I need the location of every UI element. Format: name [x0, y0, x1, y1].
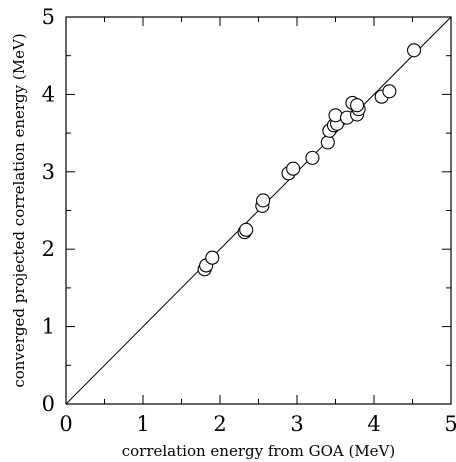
y-tick-label: 0	[42, 392, 55, 416]
data-point	[239, 222, 254, 237]
x-tick-label: 3	[290, 412, 303, 436]
y-axis-label: converged projected correlation energy (…	[10, 33, 28, 387]
plot-frame	[65, 16, 452, 405]
data-point	[205, 250, 220, 265]
data-point	[406, 43, 422, 58]
data-point	[320, 135, 335, 150]
axis-ticks	[65, 16, 452, 405]
data-point	[328, 108, 343, 123]
x-tick-label: 1	[136, 412, 149, 436]
y-tick-label: 3	[42, 160, 55, 184]
data-point	[305, 150, 320, 165]
x-tick-label: 4	[367, 412, 380, 436]
x-axis-label: correlation energy from GOA (MeV)	[122, 442, 396, 460]
data-point	[350, 98, 365, 113]
y-tick-label: 1	[42, 315, 55, 339]
y-tick-label: 4	[42, 82, 55, 106]
x-tick-label: 5	[444, 412, 456, 436]
data-point	[256, 193, 271, 208]
x-tick-label: 2	[213, 412, 226, 436]
data-point	[286, 161, 301, 176]
y-tick-label: 2	[42, 237, 55, 261]
data-point	[382, 84, 397, 99]
y-tick-label: 5	[42, 5, 55, 29]
x-tick-labels: 0 1 2 3 4 5	[59, 412, 456, 436]
x-tick-label: 0	[59, 412, 72, 436]
data-points	[197, 43, 422, 277]
y-tick-labels: 0 1 2 3 4 5	[42, 5, 55, 416]
